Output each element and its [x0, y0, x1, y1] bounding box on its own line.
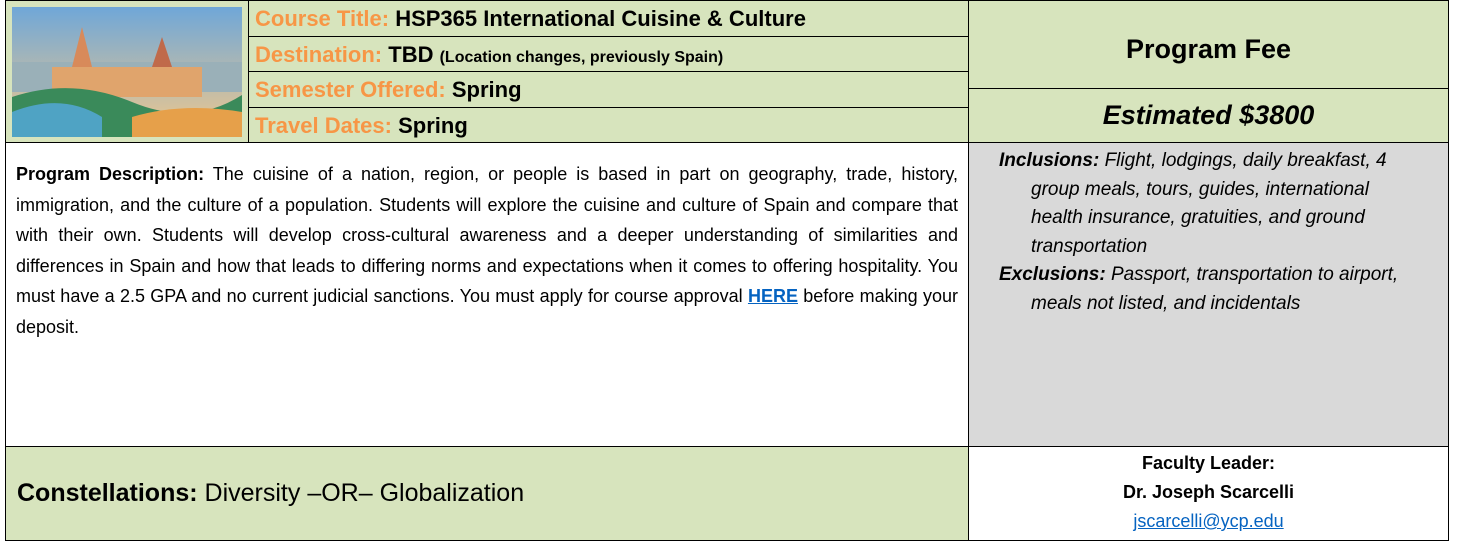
text: Passport, transportation to airport, mea…	[1031, 264, 1399, 314]
text: Diversity –OR– Globalization	[204, 479, 525, 507]
faculty-cell: Faculty Leader: Dr. Joseph Scarcelli jsc…	[968, 446, 1449, 541]
text: The cuisine of a nation, region, or peop…	[16, 164, 958, 306]
image-cell	[5, 0, 249, 143]
label: Semester Offered:	[255, 77, 446, 102]
value: Spring	[398, 113, 468, 138]
fee-title: Program Fee	[1125, 34, 1292, 64]
inclusions-cell: Inclusions: Flight, lodgings, daily brea…	[968, 142, 1449, 447]
email-link[interactable]: jscarcelli@ycp.edu	[1133, 511, 1284, 531]
fee-estimate: Estimated $3800	[1102, 100, 1315, 130]
note: (Location changes, previously Spain)	[439, 49, 724, 66]
value: HSP365 International Cuisine & Culture	[395, 6, 806, 31]
destination-photo	[12, 7, 242, 137]
label: Program Description:	[16, 164, 205, 184]
exclusions: Exclusions: Passport, transportation to …	[999, 261, 1408, 318]
destination-cell: Destination: TBD (Location changes, prev…	[248, 36, 969, 72]
course-title-cell: Course Title: HSP365 International Cuisi…	[248, 0, 969, 37]
inclusions: Inclusions: Flight, lodgings, daily brea…	[999, 147, 1408, 261]
label: Constellations:	[17, 479, 198, 507]
label: Inclusions:	[999, 150, 1100, 171]
text: before making your deposit.	[16, 286, 958, 337]
description-cell: Program Description: The cuisine of a na…	[5, 142, 969, 447]
label: Exclusions:	[999, 264, 1106, 285]
travel-dates-cell: Travel Dates: Spring	[248, 107, 969, 143]
text: Flight, lodgings, daily breakfast, 4 gro…	[1031, 150, 1387, 257]
semester-cell: Semester Offered: Spring	[248, 71, 969, 108]
apply-link[interactable]: HERE	[747, 286, 798, 306]
value: Spring	[451, 77, 522, 102]
label: Destination:	[255, 42, 383, 67]
fee-title-cell: Program Fee	[968, 0, 1449, 89]
constellations-cell: Constellations: Diversity –OR– Globaliza…	[5, 446, 969, 541]
value: TBD	[388, 42, 434, 67]
label: Travel Dates:	[255, 113, 392, 138]
label: Course Title:	[255, 6, 390, 31]
fee-estimate-cell: Estimated $3800	[968, 88, 1449, 143]
label: Faculty Leader:	[1141, 453, 1276, 473]
name: Dr. Joseph Scarcelli	[1122, 482, 1295, 502]
